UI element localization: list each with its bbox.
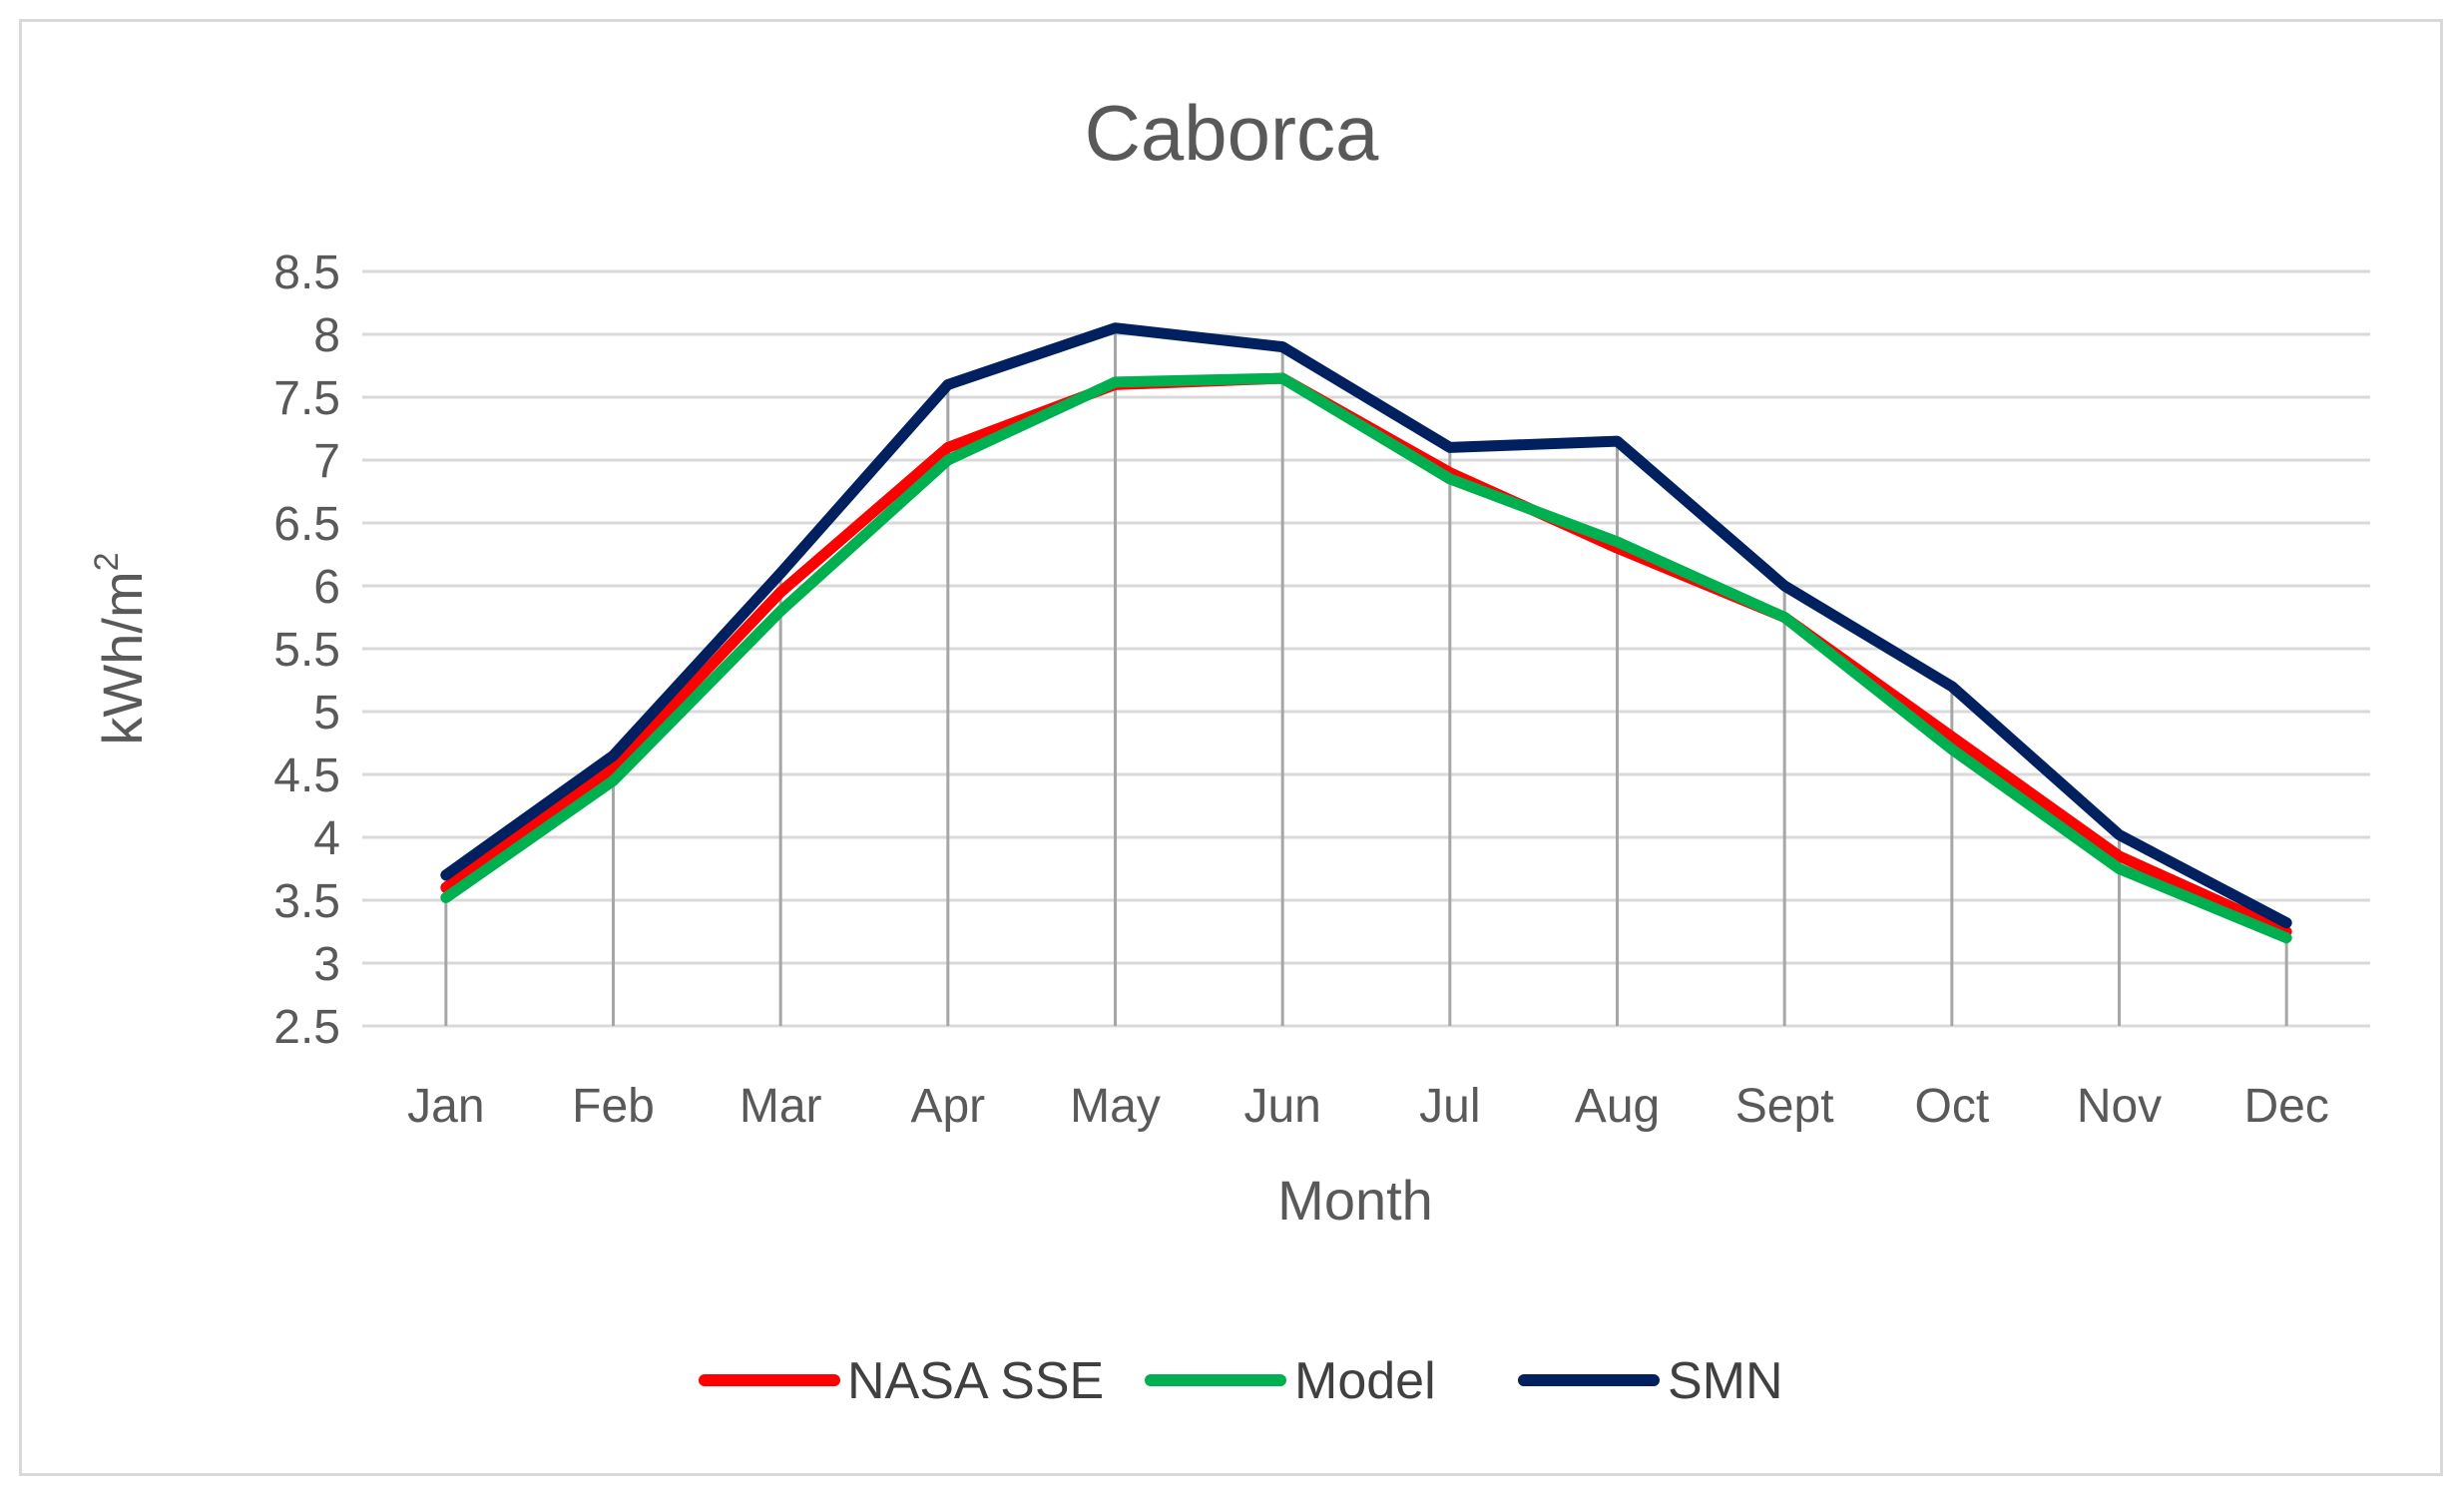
legend-label-smn: SMN — [1668, 1352, 1783, 1410]
series-lines — [440, 322, 2292, 944]
y-tick-label: 3.5 — [273, 875, 340, 928]
x-tick-label: Jul — [1419, 1080, 1480, 1133]
y-tick-label: 3 — [313, 938, 340, 991]
legend-label-nasa-sse: NASA SSE — [847, 1352, 1104, 1410]
y-tick-label: 6 — [313, 561, 340, 614]
y-tick-label: 6.5 — [273, 498, 340, 551]
y-tick-label: 4.5 — [273, 750, 340, 802]
x-tick-label: Dec — [2243, 1080, 2328, 1133]
y-tick-label: 2.5 — [273, 1001, 340, 1054]
y-axis-title-base: kWh/m — [91, 571, 154, 745]
y-tick-label: 5.5 — [273, 624, 340, 677]
legend-label-model: Model — [1294, 1352, 1436, 1410]
series-line-smn — [440, 322, 2292, 929]
y-axis-ticks: 2.5 3 3.5 4 4.5 5 5.5 6 6.5 7 7.5 8 8.5 — [273, 247, 340, 1054]
y-tick-label: 7 — [313, 435, 340, 488]
x-tick-label: Jun — [1243, 1080, 1320, 1133]
y-tick-label: 5 — [313, 687, 340, 740]
x-axis-ticks: Jan Feb Mar Apr May Jun Jul Aug Sept Oct Nov Dec — [407, 1080, 2329, 1133]
x-axis-title: Month — [1277, 1169, 1433, 1232]
x-tick-label: Nov — [2077, 1080, 2162, 1133]
y-tick-label: 4 — [313, 812, 340, 865]
y-tick-label: 8 — [313, 309, 340, 362]
y-tick-label: 8.5 — [273, 247, 340, 299]
chart-title: Caborca — [1085, 89, 1379, 177]
y-axis-title: kWh/m2 — [88, 552, 154, 745]
legend: NASA SSE Model SMN — [699, 1352, 1783, 1410]
x-tick-label: May — [1070, 1080, 1161, 1133]
x-tick-label: Jan — [407, 1080, 484, 1133]
x-tick-label: Feb — [572, 1080, 655, 1133]
x-tick-label: Aug — [1575, 1080, 1660, 1133]
x-tick-label: Sept — [1735, 1080, 1834, 1133]
gridlines — [362, 269, 2370, 1028]
series-line-model — [440, 372, 2292, 944]
chart-frame — [19, 19, 2443, 1476]
x-tick-label: Apr — [910, 1080, 985, 1133]
x-tick-label: Oct — [1914, 1080, 1989, 1133]
y-axis-title-superscript: 2 — [88, 552, 126, 571]
y-tick-label: 7.5 — [273, 372, 340, 425]
x-tick-label: Mar — [739, 1080, 822, 1133]
